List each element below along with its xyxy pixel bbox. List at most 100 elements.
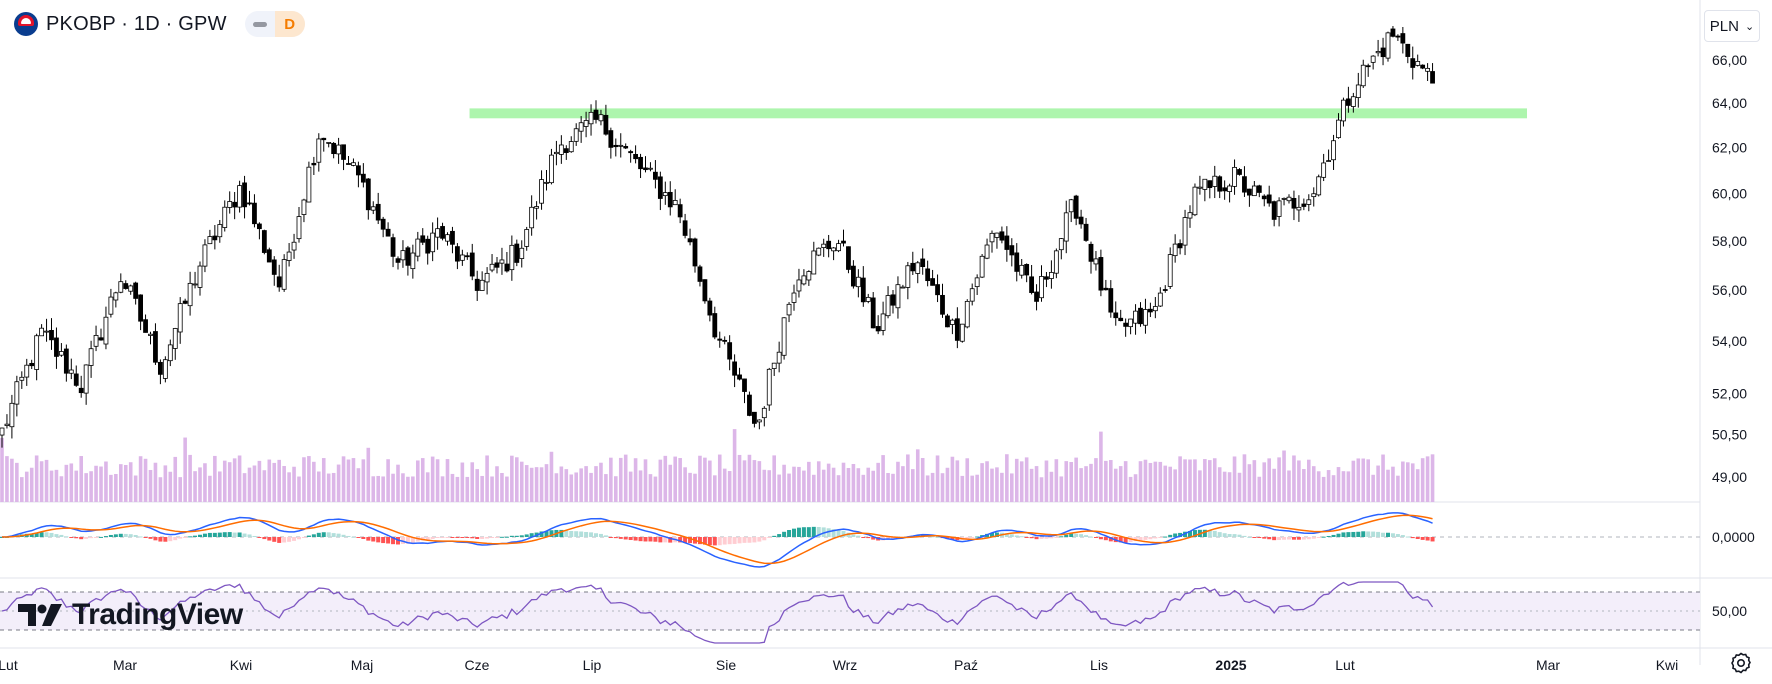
candle-body[interactable] [667, 191, 673, 208]
candle-body[interactable] [613, 144, 619, 148]
candle-body[interactable] [1088, 243, 1094, 262]
candle-body[interactable] [405, 247, 411, 266]
candle-body[interactable] [539, 179, 544, 204]
candle-body[interactable] [786, 303, 792, 316]
candle-body[interactable] [732, 361, 737, 376]
candle-body[interactable] [583, 120, 589, 127]
candle-body[interactable] [118, 281, 124, 293]
candle-body[interactable] [682, 220, 688, 236]
candle-body[interactable] [687, 238, 693, 243]
candle-body[interactable] [390, 237, 396, 257]
candle-body[interactable] [846, 246, 851, 270]
candle-body[interactable] [1078, 216, 1084, 225]
candle-body[interactable] [1385, 32, 1391, 59]
candle-body[interactable] [311, 162, 317, 166]
candle-body[interactable] [365, 178, 371, 211]
candle-body[interactable] [524, 229, 530, 247]
candle-body[interactable] [187, 282, 193, 307]
candle-body[interactable] [529, 206, 535, 229]
candle-body[interactable] [1360, 64, 1366, 87]
candle-body[interactable] [39, 327, 44, 337]
candle-body[interactable] [1430, 71, 1435, 84]
candle-body[interactable] [796, 279, 802, 292]
candle-body[interactable] [1034, 291, 1039, 302]
candle-body[interactable] [623, 146, 629, 149]
candle-body[interactable] [464, 255, 470, 258]
candle-body[interactable] [88, 348, 94, 366]
candle-body[interactable] [1103, 287, 1109, 291]
candle-body[interactable] [148, 333, 153, 336]
candle-body[interactable] [435, 228, 441, 238]
candle-body[interactable] [326, 141, 332, 144]
candle-body[interactable] [657, 176, 663, 199]
candle-body[interactable] [1222, 187, 1228, 192]
candle-body[interactable] [479, 279, 485, 291]
candle-body[interactable] [1202, 178, 1208, 190]
candle-body[interactable] [1237, 169, 1242, 175]
candle-body[interactable] [707, 300, 713, 316]
candle-body[interactable] [549, 154, 554, 184]
candle-body[interactable] [1197, 186, 1203, 189]
candle-body[interactable] [1281, 197, 1287, 200]
candle-body[interactable] [78, 387, 84, 394]
candle-body[interactable] [1400, 33, 1406, 44]
candle-body[interactable] [836, 243, 841, 252]
candle-body[interactable] [296, 216, 302, 240]
candle-body[interactable] [766, 368, 772, 406]
candle-body[interactable] [1004, 235, 1010, 250]
candle-body[interactable] [385, 228, 391, 237]
candle-body[interactable] [360, 173, 366, 183]
candle-body[interactable] [999, 231, 1005, 241]
candle-body[interactable] [1256, 185, 1262, 193]
candle-body[interactable] [1251, 185, 1257, 197]
candle-body[interactable] [588, 111, 594, 125]
candle-body[interactable] [207, 236, 213, 245]
candle-body[interactable] [519, 247, 525, 259]
candle-body[interactable] [157, 361, 163, 375]
candle-body[interactable] [509, 244, 515, 271]
candle-body[interactable] [1133, 310, 1138, 324]
candle-body[interactable] [281, 259, 287, 290]
candle-body[interactable] [1420, 64, 1426, 69]
candle-body[interactable] [851, 265, 856, 287]
candle-body[interactable] [875, 326, 881, 332]
symbol-title[interactable]: PKOBP · 1D · GPW [46, 12, 227, 35]
candle-body[interactable] [1123, 322, 1129, 327]
candle-body[interactable] [945, 315, 950, 328]
candle-body[interactable] [1311, 193, 1317, 198]
candle-body[interactable] [68, 369, 74, 374]
candle-body[interactable] [544, 181, 549, 184]
candle-body[interactable] [73, 373, 79, 386]
candle-body[interactable] [1326, 160, 1331, 162]
candle-body[interactable] [989, 232, 995, 243]
candle-body[interactable] [1242, 176, 1247, 193]
candle-body[interactable] [771, 362, 777, 369]
candle-body[interactable] [1291, 197, 1297, 209]
candle-body[interactable] [1053, 250, 1059, 274]
candle-body[interactable] [484, 272, 490, 283]
candle-body[interactable] [855, 276, 861, 288]
candle-body[interactable] [1306, 199, 1312, 205]
candle-body[interactable] [83, 364, 89, 394]
candle-body[interactable] [747, 394, 752, 416]
candle-body[interactable] [885, 295, 891, 317]
candle-body[interactable] [712, 313, 718, 338]
candle-body[interactable] [598, 114, 604, 122]
candle-body[interactable] [1341, 99, 1346, 122]
candle-body[interactable] [474, 278, 480, 291]
candle-body[interactable] [1296, 206, 1302, 211]
candle-body[interactable] [450, 230, 455, 245]
candle-body[interactable] [440, 226, 445, 239]
candle-body[interactable] [291, 241, 297, 251]
candle-body[interactable] [1405, 43, 1411, 57]
candle-body[interactable] [167, 344, 173, 362]
candle-body[interactable] [514, 243, 520, 263]
candle-body[interactable] [692, 238, 698, 267]
candle-body[interactable] [870, 297, 876, 329]
candle-body[interactable] [59, 351, 64, 356]
candle-body[interactable] [677, 204, 683, 218]
candle-body[interactable] [831, 247, 836, 252]
candle-body[interactable] [1167, 254, 1173, 287]
candle-body[interactable] [355, 165, 361, 176]
